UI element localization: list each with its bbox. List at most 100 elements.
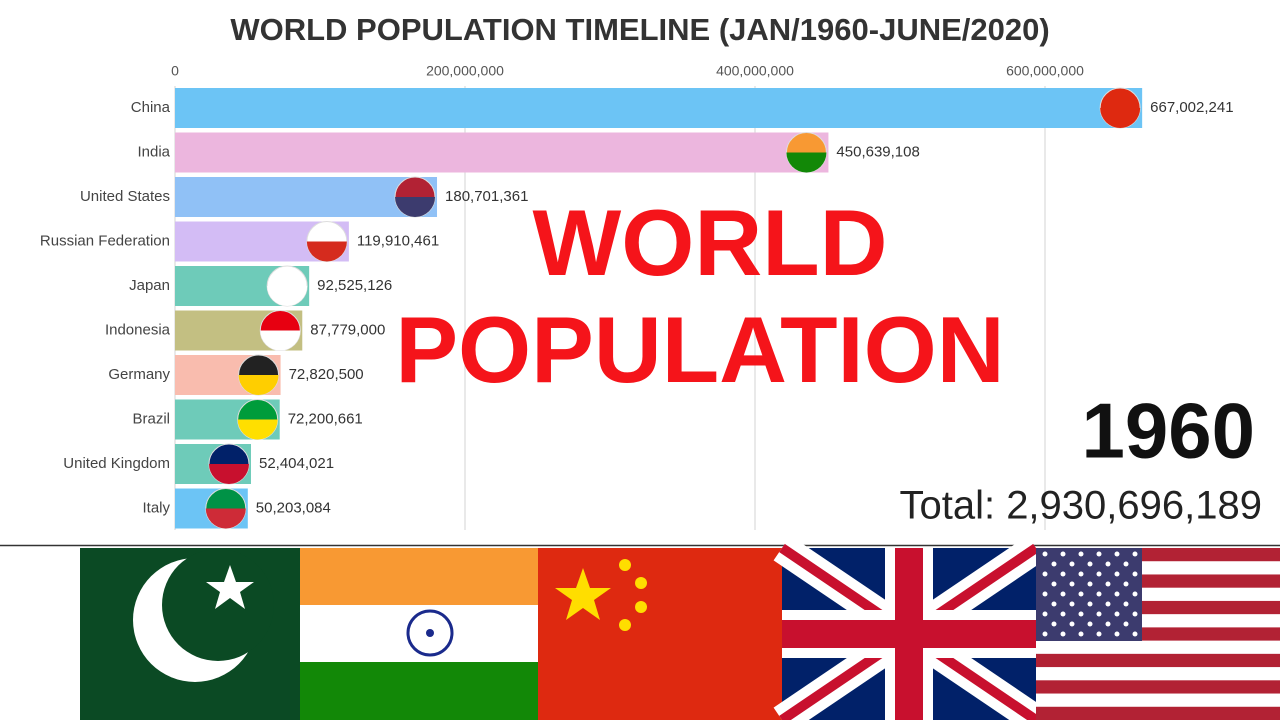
overlay-title: WORLD (532, 190, 887, 295)
total-label: Total: 2,930,696,189 (899, 484, 1262, 528)
category-label: Germany (108, 366, 170, 383)
category-label: Russian Federation (40, 232, 170, 249)
star (1042, 591, 1048, 597)
flag-india (300, 548, 538, 720)
flag-icon-part (306, 241, 347, 262)
star (1132, 571, 1138, 577)
star (1105, 621, 1111, 627)
star (1096, 551, 1102, 557)
star (1114, 611, 1120, 617)
category-label: United Kingdom (63, 455, 170, 472)
star (1051, 561, 1057, 567)
value-label: 72,200,661 (288, 410, 363, 427)
star (1078, 591, 1084, 597)
star (1060, 611, 1066, 617)
star (1132, 611, 1138, 617)
flag-icon-part (208, 464, 249, 484)
star (1069, 621, 1075, 627)
bar (175, 177, 438, 217)
value-label: 450,639,108 (836, 143, 919, 160)
flag-pakistan (80, 548, 300, 720)
stripe (1036, 680, 1280, 695)
stripe (1036, 653, 1280, 668)
chart-title: WORLD POPULATION TIMELINE (JAN/1960-JUNE… (230, 12, 1049, 47)
star (1123, 601, 1129, 607)
flag-icon-part (786, 152, 827, 173)
value-label: 50,203,084 (256, 499, 331, 516)
bar (175, 132, 829, 173)
star (1051, 621, 1057, 627)
star (1123, 581, 1129, 587)
star (1042, 611, 1048, 617)
flag-china (538, 548, 782, 720)
stripe (1036, 706, 1280, 721)
flag-uk (773, 535, 1045, 725)
flag-icon-part (260, 330, 301, 351)
star (1123, 621, 1129, 627)
star (1078, 631, 1084, 637)
value-label: 52,404,021 (259, 455, 334, 472)
star (1051, 581, 1057, 587)
value-label: 180,701,361 (445, 188, 528, 205)
star (1096, 571, 1102, 577)
category-label: India (137, 143, 170, 160)
star (1042, 631, 1048, 637)
value-label: 667,002,241 (1150, 99, 1233, 116)
star (1096, 591, 1102, 597)
flag-icon-part (267, 286, 308, 306)
category-label: Brazil (132, 410, 170, 427)
value-label: 119,910,461 (357, 232, 439, 249)
star (1078, 551, 1084, 557)
star (1069, 601, 1075, 607)
category-label: Indonesia (105, 321, 171, 338)
flag-icon-part (205, 508, 246, 529)
flag-usa (1036, 548, 1280, 721)
star (1060, 571, 1066, 577)
value-label: 87,779,000 (310, 321, 385, 338)
star (1096, 611, 1102, 617)
star (1114, 551, 1120, 557)
star (1042, 571, 1048, 577)
star (1114, 631, 1120, 637)
flag-icon-part (395, 197, 436, 217)
flag-icon-part (238, 375, 279, 395)
flag-icon-part (237, 419, 278, 440)
flag-icon-part (1100, 108, 1141, 128)
star (1087, 581, 1093, 587)
star (1051, 601, 1057, 607)
star (1078, 611, 1084, 617)
category-label: China (131, 99, 171, 116)
star (1096, 631, 1102, 637)
value-label: 72,820,500 (289, 366, 364, 383)
stripe (1036, 693, 1280, 708)
value-label: 92,525,126 (317, 277, 392, 294)
star (1123, 561, 1129, 567)
star (1069, 561, 1075, 567)
star (1105, 601, 1111, 607)
star (1060, 631, 1066, 637)
star (1078, 571, 1084, 577)
star (1042, 551, 1048, 557)
star (1114, 571, 1120, 577)
star (1087, 601, 1093, 607)
category-label: Japan (129, 277, 170, 294)
stripe (1036, 667, 1280, 681)
star (1060, 591, 1066, 597)
star (1105, 561, 1111, 567)
star (1132, 591, 1138, 597)
category-label: Italy (142, 499, 170, 516)
star (1087, 621, 1093, 627)
x-tick-label: 0 (171, 63, 179, 79)
x-tick-label: 400,000,000 (716, 63, 794, 79)
star (1087, 561, 1093, 567)
year-label: 1960 (1081, 387, 1255, 475)
star (1114, 591, 1120, 597)
x-tick-label: 200,000,000 (426, 63, 504, 79)
star (1132, 551, 1138, 557)
star (1069, 581, 1075, 587)
star (1105, 581, 1111, 587)
star (1060, 551, 1066, 557)
overlay-title: POPULATION (395, 297, 1004, 402)
stripe (1036, 640, 1280, 655)
